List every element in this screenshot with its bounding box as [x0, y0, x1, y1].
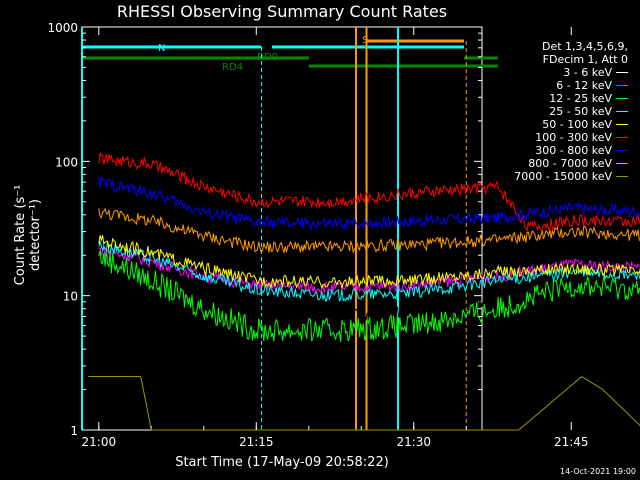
legend-swatch [616, 72, 628, 73]
y-axis-label: Count Rate (s⁻¹ detector⁻¹) [13, 184, 43, 286]
legend-label: 25 - 50 keV [549, 105, 612, 118]
legend-header-line-1: Det 1,3,4,5,6,9, [541, 40, 628, 53]
plot-frame [81, 26, 483, 431]
legend-label: 300 - 800 keV [535, 144, 612, 157]
legend-swatch [616, 98, 628, 99]
legend-item: 25 - 50 keV [514, 105, 628, 118]
footer-date: 14-Oct-2021 19:00 [560, 467, 636, 476]
x-tick-label: 21:15 [239, 435, 274, 449]
flag-label-s: S [362, 35, 368, 46]
legend-label: 800 - 7000 keV [528, 157, 612, 170]
x-tick-label: 21:00 [82, 435, 117, 449]
y-tick-label: 1 [70, 424, 78, 438]
flag-label-rd4: RD4 [222, 62, 243, 73]
legend-rows: 3 - 6 keV 6 - 12 keV 12 - 25 keV 25 - 50 ke… [514, 66, 628, 183]
legend-header-line-2: FDecim 1, Att 0 [542, 53, 628, 66]
series-line-8 [98, 207, 640, 255]
legend-label: 6 - 12 keV [556, 79, 612, 92]
legend-item: 50 - 100 keV [514, 118, 628, 131]
x-tick-label: 21:45 [554, 435, 589, 449]
series-line-5 [98, 235, 640, 290]
y-tick-label: 100 [55, 155, 78, 169]
legend-item: 800 - 7000 keV [514, 157, 628, 170]
series-line-6 [98, 152, 640, 233]
legend-item: 3 - 6 keV [514, 66, 628, 79]
legend-swatch [616, 176, 628, 177]
legend: Det 1,3,4,5,6,9, FDecim 1, Att 0 3 - 6 k… [514, 40, 628, 183]
chart-title: RHESSI Observing Summary Count Rates [116, 2, 448, 21]
legend-item: 12 - 25 keV [514, 92, 628, 105]
series-line-7 [98, 176, 640, 232]
legend-swatch [616, 150, 628, 151]
legend-label: 7000 - 15000 keV [514, 170, 612, 183]
legend-label: 3 - 6 keV [563, 66, 612, 79]
flag-label-rd0: RD0 [257, 52, 278, 63]
legend-swatch [616, 111, 628, 112]
legend-item: 300 - 800 keV [514, 144, 628, 157]
legend-item: 7000 - 15000 keV [514, 170, 628, 183]
legend-item: 6 - 12 keV [514, 79, 628, 92]
y-tick-label: 10 [63, 290, 78, 304]
series-line-9 [88, 376, 640, 431]
legend-label: 12 - 25 keV [549, 92, 612, 105]
legend-item: 100 - 300 keV [514, 131, 628, 144]
legend-label: 100 - 300 keV [535, 131, 612, 144]
series-line-1 [98, 262, 640, 324]
series-line-3 [98, 249, 640, 342]
x-tick-label: 21:30 [396, 435, 431, 449]
x-axis-label: Start Time (17-May-09 20:58:22) [175, 455, 389, 470]
flag-label-n: N [158, 43, 165, 54]
legend-swatch [616, 85, 628, 86]
y-tick-label: 1000 [47, 21, 78, 35]
legend-label: 50 - 100 keV [542, 118, 612, 131]
legend-swatch [616, 124, 628, 125]
legend-swatch [616, 137, 628, 138]
series-line-4 [98, 240, 640, 303]
legend-swatch [616, 163, 628, 164]
